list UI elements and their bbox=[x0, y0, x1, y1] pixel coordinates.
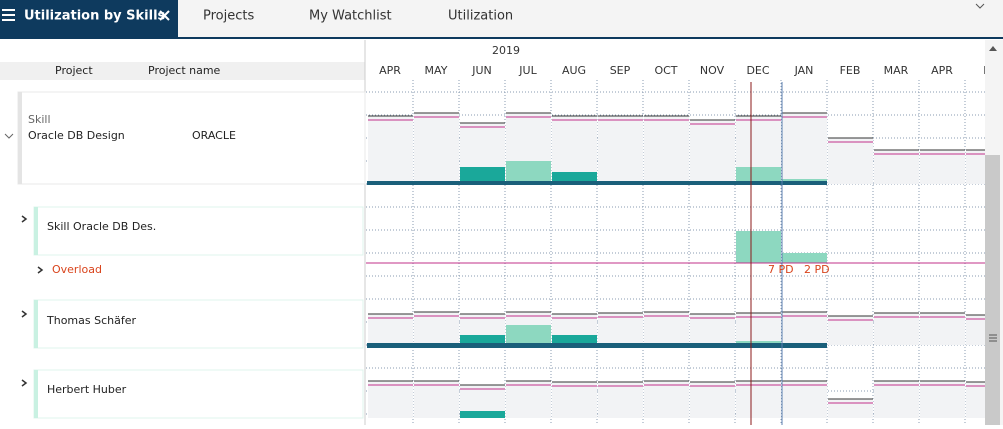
tabs-menu[interactable] bbox=[975, 3, 985, 9]
allocation bbox=[460, 335, 505, 343]
overload-label: 7 PD bbox=[768, 263, 794, 276]
allocation bbox=[460, 167, 505, 181]
capacity bbox=[414, 312, 459, 345]
column-header bbox=[0, 62, 365, 80]
expand[interactable] bbox=[37, 266, 44, 274]
capacity bbox=[506, 381, 551, 418]
capacity bbox=[920, 150, 965, 184]
booked bbox=[367, 181, 827, 185]
thumb-grip bbox=[989, 334, 997, 342]
booked bbox=[367, 343, 827, 348]
collapse[interactable] bbox=[4, 133, 14, 139]
row-card bbox=[33, 206, 364, 256]
month: OCT bbox=[654, 64, 677, 77]
card-border bbox=[34, 207, 38, 255]
capacity bbox=[368, 381, 413, 418]
capacity bbox=[736, 313, 781, 345]
capacity bbox=[828, 316, 873, 345]
month: MAY bbox=[425, 64, 448, 77]
capacity bbox=[782, 381, 827, 418]
allocation bbox=[552, 172, 597, 181]
capacity bbox=[552, 382, 597, 418]
capacity bbox=[598, 116, 643, 184]
row-name: Herbert Huber bbox=[47, 383, 127, 396]
capacity bbox=[690, 120, 735, 184]
timeline: APRMAYJUNJULAUGSEPOCTNOVDECJANFEBMARAPRM bbox=[366, 64, 1003, 425]
capacity bbox=[874, 381, 919, 418]
overload: Overload bbox=[52, 263, 102, 276]
capacity bbox=[644, 312, 689, 345]
capacity bbox=[828, 399, 873, 418]
tab[interactable]: Utilization bbox=[448, 9, 513, 24]
capacity bbox=[920, 313, 965, 345]
allocation bbox=[552, 335, 597, 343]
card-border bbox=[34, 370, 38, 418]
capacity bbox=[414, 381, 459, 418]
skill-card bbox=[17, 91, 366, 185]
month: DEC bbox=[746, 64, 769, 77]
scroll-up[interactable] bbox=[989, 46, 997, 51]
row-name: Thomas Schäfer bbox=[46, 314, 136, 327]
month: FEB bbox=[840, 64, 861, 77]
overload-bar bbox=[782, 253, 827, 263]
capacity bbox=[874, 313, 919, 345]
skill-name: Oracle DB Design bbox=[28, 129, 125, 142]
row-card bbox=[33, 369, 364, 419]
capacity bbox=[368, 116, 413, 184]
row-name: Skill Oracle DB Des. bbox=[47, 220, 156, 233]
month: APR bbox=[931, 64, 953, 77]
allocation bbox=[736, 167, 781, 181]
year: 2019 bbox=[492, 44, 520, 57]
capacity bbox=[368, 314, 413, 345]
allocation bbox=[506, 325, 551, 343]
capacity bbox=[644, 381, 689, 418]
close-tab[interactable] bbox=[159, 10, 170, 21]
allocation bbox=[460, 411, 505, 418]
capacity bbox=[598, 313, 643, 345]
tab[interactable]: Projects bbox=[203, 9, 254, 24]
month: JAN bbox=[794, 64, 814, 77]
allocation bbox=[506, 161, 551, 181]
card-border bbox=[34, 300, 38, 348]
column-title: Project bbox=[55, 64, 93, 77]
capacity bbox=[736, 381, 781, 418]
allocation bbox=[736, 341, 781, 343]
capacity bbox=[690, 382, 735, 418]
allocation bbox=[782, 179, 827, 181]
skill-type: Skill bbox=[28, 113, 51, 126]
month: SEP bbox=[610, 64, 631, 77]
project: ORACLE bbox=[192, 129, 236, 142]
capacity bbox=[598, 382, 643, 418]
capacity bbox=[690, 314, 735, 345]
expand[interactable] bbox=[21, 379, 28, 387]
column-title: Project name bbox=[148, 64, 221, 77]
capacity bbox=[644, 116, 689, 184]
month: NOV bbox=[700, 64, 725, 77]
month: MAR bbox=[884, 64, 909, 77]
month: APR bbox=[379, 64, 401, 77]
expand[interactable] bbox=[21, 310, 28, 318]
expand[interactable] bbox=[21, 215, 28, 223]
tab[interactable]: My Watchlist bbox=[309, 9, 392, 24]
tab[interactable]: Utilization by Skills bbox=[24, 9, 166, 24]
capacity bbox=[920, 381, 965, 418]
card-border bbox=[18, 92, 22, 184]
month: JUL bbox=[518, 64, 537, 77]
tab-underline bbox=[0, 37, 1003, 39]
scroll-thumb[interactable] bbox=[985, 155, 1000, 425]
capacity bbox=[782, 312, 827, 345]
overload-label: 2 PD bbox=[804, 263, 830, 276]
month: AUG bbox=[562, 64, 586, 77]
menu-icon[interactable] bbox=[2, 9, 15, 21]
month: JUN bbox=[471, 64, 492, 77]
row-card bbox=[33, 299, 364, 349]
overload-bar bbox=[736, 231, 781, 263]
capacity bbox=[782, 113, 827, 184]
active-tab[interactable] bbox=[0, 0, 178, 38]
capacity bbox=[874, 150, 919, 184]
capacity bbox=[828, 138, 873, 184]
capacity bbox=[414, 113, 459, 184]
